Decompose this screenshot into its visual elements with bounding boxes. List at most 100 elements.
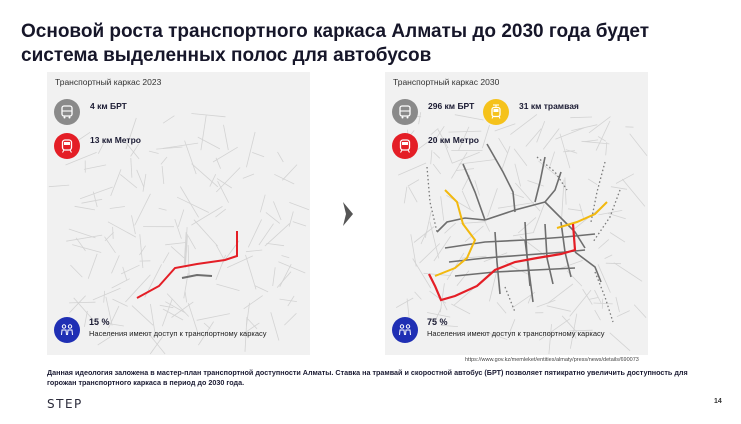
street-line <box>570 116 593 119</box>
street-line <box>497 202 535 209</box>
population-percent: 75 % <box>427 317 448 327</box>
map-panel-2023: Транспортный каркас 2023 4 км БРТ 13 км … <box>47 72 310 355</box>
street-line <box>184 234 188 268</box>
street-line <box>161 166 165 185</box>
metro-line-2030 <box>428 223 577 302</box>
street-line <box>142 173 147 192</box>
street-line <box>68 228 96 239</box>
street-line <box>395 297 414 308</box>
street-line <box>92 287 121 301</box>
street-line <box>433 235 451 262</box>
street-line <box>165 242 186 246</box>
metro-stat-text: 20 км Метро <box>428 135 479 145</box>
street-line <box>609 332 631 352</box>
tram-stat-text: 31 км трамвая <box>519 101 579 111</box>
street-line <box>97 335 112 346</box>
street-line <box>494 123 516 132</box>
street-line <box>259 194 266 213</box>
street-line <box>282 164 298 181</box>
street-line <box>65 152 97 166</box>
street-line <box>252 152 265 158</box>
street-line <box>485 331 508 340</box>
street-line <box>215 244 224 259</box>
street-line <box>427 312 451 318</box>
street-line <box>582 288 593 305</box>
street-line <box>451 152 468 179</box>
street-line <box>150 303 156 334</box>
street-line <box>66 234 103 242</box>
street-line <box>561 315 580 336</box>
panel-label: Транспортный каркас 2030 <box>393 77 500 87</box>
street-line <box>160 156 168 165</box>
street-line <box>451 151 480 164</box>
street-line <box>292 221 307 227</box>
street-line <box>433 151 441 159</box>
street-line <box>247 219 262 248</box>
street-line <box>487 188 498 218</box>
street-line <box>162 308 184 321</box>
street-line <box>629 133 648 157</box>
street-line <box>166 293 189 317</box>
street-line <box>446 194 474 212</box>
street-line <box>84 310 88 327</box>
street-line <box>162 115 175 124</box>
street-line <box>538 160 560 179</box>
street-line <box>156 146 183 150</box>
street-line <box>184 227 188 264</box>
population-text: Населения имеют доступ к транспортному к… <box>89 329 267 338</box>
source-link[interactable]: https://www.gov.kz/memleket/entities/alm… <box>465 357 639 363</box>
street-line <box>215 254 226 281</box>
street-line <box>432 163 442 175</box>
street-line <box>536 120 546 143</box>
street-line <box>288 211 294 227</box>
street-line <box>258 223 274 246</box>
street-line <box>605 262 622 265</box>
street-line <box>266 243 285 247</box>
population-stat: 15 % Населения имеют доступ к транспортн… <box>54 317 267 343</box>
street-line <box>410 234 417 267</box>
street-line <box>546 305 571 312</box>
street-line <box>633 304 647 318</box>
street-line <box>265 212 281 224</box>
street-line <box>48 184 70 188</box>
street-line <box>561 179 565 218</box>
street-line <box>245 249 263 253</box>
street-line <box>139 245 146 256</box>
street-line <box>264 223 290 247</box>
street-line <box>440 324 458 327</box>
street-line <box>270 312 280 341</box>
metro-line-2023 <box>136 231 238 299</box>
street-line <box>533 204 545 233</box>
street-line <box>184 140 197 175</box>
street-line <box>403 186 408 204</box>
street-line <box>134 193 151 226</box>
street-line <box>539 318 571 341</box>
brt-stat: 296 км БРТ <box>392 99 474 125</box>
street-line <box>73 297 99 326</box>
street-line <box>567 208 583 212</box>
street-line <box>598 239 610 249</box>
street-line <box>571 124 598 131</box>
metro-stat: 13 км Метро <box>54 133 141 159</box>
slide-title: Основой роста транспортного каркаса Алма… <box>21 21 650 66</box>
street-line <box>510 114 538 135</box>
street-line <box>216 167 241 193</box>
street-line <box>489 272 497 302</box>
street-line <box>245 254 257 290</box>
street-line <box>536 299 556 308</box>
brt-stat: 4 км БРТ <box>54 99 127 125</box>
street-line <box>572 330 577 339</box>
street-line <box>92 191 98 208</box>
street-line <box>74 205 95 211</box>
street-line <box>103 290 105 303</box>
people-icon <box>54 317 80 343</box>
street-line <box>430 150 433 165</box>
population-stat: 75 % Населения имеют доступ к транспортн… <box>392 317 605 343</box>
street-line <box>187 302 199 334</box>
street-line <box>125 117 137 150</box>
street-line <box>87 253 98 279</box>
street-line <box>104 236 116 254</box>
street-line <box>615 296 620 313</box>
slide-caption: Данная идеология заложена в мастер-план … <box>47 368 688 387</box>
tram-icon <box>483 99 509 125</box>
